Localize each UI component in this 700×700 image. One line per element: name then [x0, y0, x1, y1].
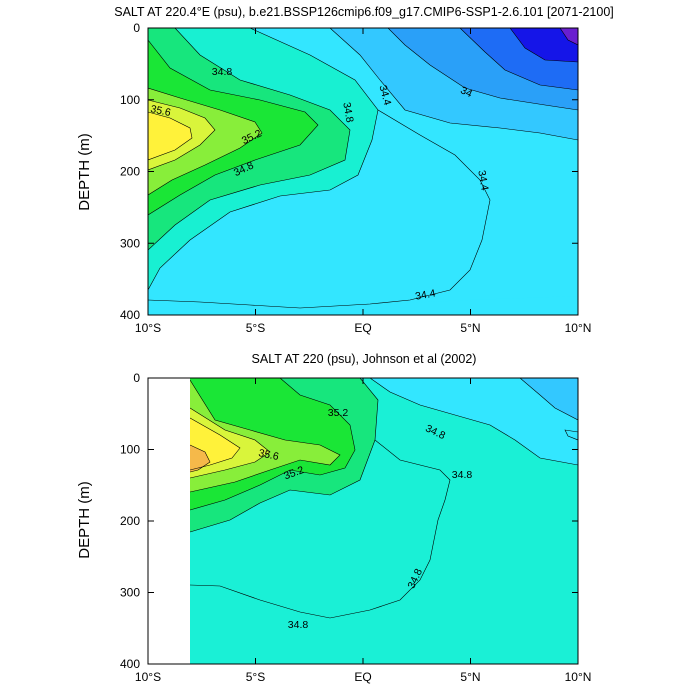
top-contour-labels: 34.8 34.4 34 35.6 34.8 35.2 34.8 34.4 34… — [149, 66, 490, 303]
top-axis-ticks — [147, 27, 579, 316]
top-y-tick-label: 400 — [120, 308, 140, 322]
top-x-tick-label: 10°S — [135, 321, 161, 335]
bottom-x-tick-label: EQ — [354, 670, 371, 684]
top-x-tick-label: 5°S — [246, 321, 265, 335]
top-contour-lines — [148, 28, 578, 309]
top-contour-label: 34.4 — [376, 84, 393, 107]
bottom-title: SALT AT 220 (psu), Johnson et al (2002) — [252, 352, 477, 366]
bottom-x-tick-label: 10°S — [135, 670, 161, 684]
top-contour-label: 34.4 — [414, 287, 436, 302]
bottom-axis-ticks — [147, 377, 579, 665]
top-panel: SALT AT 220.4°E (psu), b.e21.BSSP126cmip… — [76, 5, 614, 335]
top-y-tick-label: 200 — [120, 165, 140, 179]
top-y-tick-label: 0 — [133, 21, 140, 35]
bottom-band-34-4 — [520, 378, 578, 420]
top-contour-fill: 34.8 34.4 34 35.6 34.8 35.2 34.8 34.4 34… — [148, 28, 578, 315]
bottom-x-tick-label: 5°S — [246, 670, 265, 684]
top-y-axis-label: DEPTH (m) — [76, 133, 93, 211]
bottom-contour-lines — [189, 378, 578, 619]
top-y-tick-labels: 0 100 200 300 400 — [120, 21, 140, 322]
bottom-no-data-region — [148, 378, 190, 664]
top-y-tick-label: 300 — [120, 236, 140, 250]
top-contour-label: 34.4 — [475, 169, 490, 191]
bottom-contour-label: 34.8 — [452, 469, 473, 481]
bottom-contour-fill: 35.2 34.8 35.6 35.2 34.8 34.8 34.8 — [189, 378, 578, 664]
bottom-panel: SALT AT 220 (psu), Johnson et al (2002) — [76, 352, 591, 684]
top-contour-label: 34.8 — [212, 66, 233, 78]
bottom-x-tick-labels: 10°S 5°S EQ 5°N 10°N — [135, 670, 591, 684]
bottom-contour-label: 35.2 — [328, 407, 349, 419]
top-band-36-0 — [148, 112, 192, 160]
top-x-tick-label: EQ — [354, 321, 371, 335]
bottom-contour-label: 35.6 — [257, 447, 280, 463]
bottom-x-tick-label: 10°N — [565, 670, 592, 684]
top-contour-label: 34 — [458, 84, 474, 100]
top-band-33-8 — [510, 28, 578, 62]
bottom-band-34-6 — [370, 378, 578, 465]
top-y-tick-label: 100 — [120, 93, 140, 107]
bottom-y-tick-label: 0 — [133, 371, 140, 385]
top-x-tick-label: 10°N — [565, 321, 592, 335]
bottom-y-axis-label: DEPTH (m) — [76, 481, 93, 559]
top-title: SALT AT 220.4°E (psu), b.e21.BSSP126cmip… — [114, 5, 614, 19]
bottom-y-tick-label: 300 — [120, 586, 140, 600]
top-x-tick-labels: 10°S 5°S EQ 5°N 10°N — [135, 321, 591, 335]
bottom-contour-label: 34.8 — [288, 619, 309, 631]
bottom-y-tick-label: 400 — [120, 657, 140, 671]
bottom-y-tick-labels: 0 100 200 300 400 — [120, 371, 140, 671]
bottom-y-tick-label: 100 — [120, 443, 140, 457]
top-contour-label: 35.6 — [149, 103, 172, 119]
bottom-y-tick-label: 200 — [120, 514, 140, 528]
bottom-x-tick-label: 5°N — [460, 670, 480, 684]
top-band-33-6 — [560, 28, 578, 45]
top-x-tick-label: 5°N — [460, 321, 480, 335]
top-contour-label: 34.8 — [340, 101, 355, 123]
